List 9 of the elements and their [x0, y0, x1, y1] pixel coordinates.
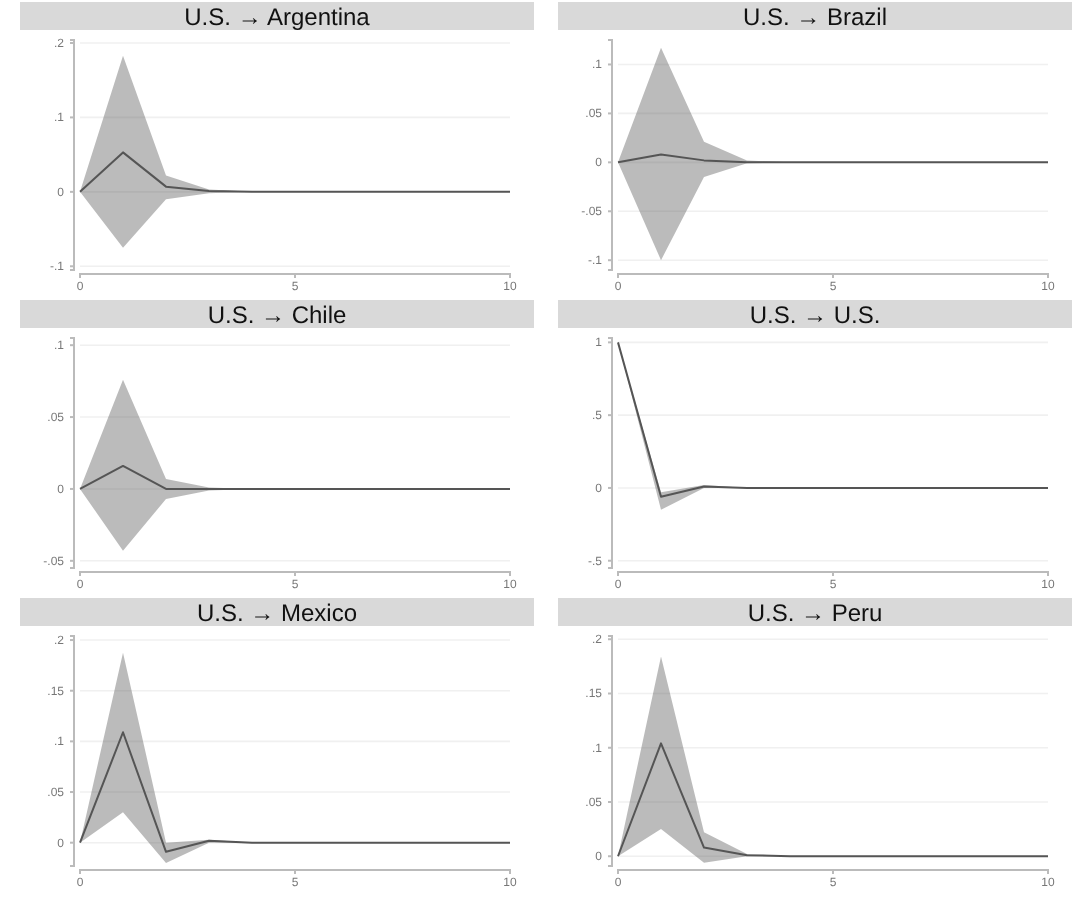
chart-title: U.S. → U.S.	[749, 301, 881, 329]
chart-title: U.S. → Chile	[207, 301, 347, 329]
line-series	[79, 731, 511, 853]
line-series	[79, 151, 511, 193]
line-series	[617, 742, 1049, 858]
chart-title: U.S. → Peru	[747, 599, 883, 627]
chart-title: U.S. → Argentina	[184, 3, 371, 31]
chart-title: U.S. → Brazil	[742, 3, 888, 31]
chart-title: U.S. → Mexico	[196, 599, 358, 627]
